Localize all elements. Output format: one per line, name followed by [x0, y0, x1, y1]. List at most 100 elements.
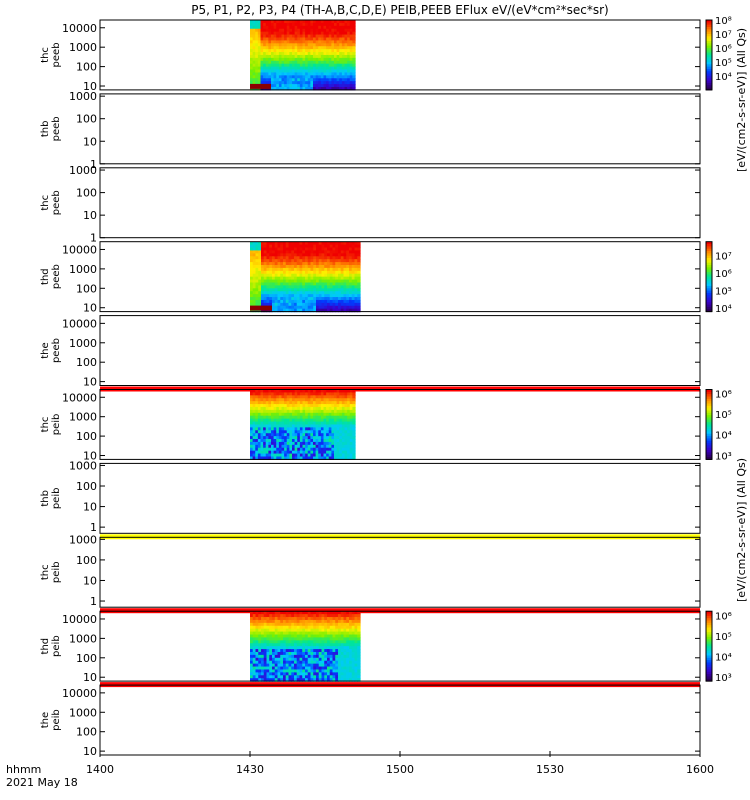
spectrogram-cell	[261, 663, 265, 668]
spectrogram-cell	[320, 418, 325, 423]
spectrogram-cell	[313, 433, 317, 437]
spectrogram-cell	[274, 241, 279, 246]
spectrogram-cell	[291, 611, 295, 615]
spectrogram-cell	[250, 669, 254, 673]
spectrogram-cell	[352, 28, 356, 33]
spectrogram-cell	[349, 84, 353, 88]
spectrogram-cell	[310, 392, 314, 396]
spectrogram-cell	[310, 622, 314, 627]
spectrogram-cell	[341, 398, 346, 402]
spectrogram-cell	[266, 247, 270, 252]
spectrogram-cell	[318, 637, 323, 641]
spectrogram-cell	[327, 253, 331, 257]
spectrogram-cell	[318, 395, 322, 399]
spectrogram-cell	[257, 412, 262, 417]
spectrogram-cell	[316, 611, 320, 615]
spectrogram-cell	[307, 241, 312, 246]
spectrogram-cell	[294, 389, 298, 394]
spectrogram-cell	[294, 28, 298, 33]
spectrogram-cell	[294, 262, 298, 266]
spectrogram-cell	[313, 663, 317, 668]
spectrogram-cell	[263, 54, 267, 59]
spectrogram-cell	[336, 34, 340, 39]
spectrogram-cell	[307, 259, 312, 263]
spectrogram-cell	[252, 392, 256, 396]
spectrogram-cell	[252, 651, 257, 656]
spectrogram-cell	[332, 675, 336, 679]
spectrogram-cell	[281, 398, 285, 402]
spectrogram-cell	[327, 241, 331, 246]
spectrogram-cell	[323, 37, 327, 41]
spectrogram-cell	[310, 84, 314, 88]
spectrogram-cell	[291, 267, 295, 272]
spectrogram-cell	[299, 37, 304, 41]
spectrogram-cell	[258, 279, 262, 284]
spectrogram-cell	[276, 66, 280, 71]
spectrogram-cell	[297, 453, 301, 458]
spectrogram-cell	[263, 611, 268, 615]
spectrogram-cell	[352, 84, 356, 88]
spectrogram-cell	[250, 54, 254, 59]
spectrogram-cell	[346, 250, 350, 254]
spectrogram-cell	[272, 637, 276, 641]
colorbar-segment	[706, 283, 712, 287]
spectrogram-cell	[273, 389, 277, 394]
spectrogram-cell	[305, 672, 309, 676]
spectrogram-cell	[265, 424, 269, 428]
spectrogram-cell	[296, 250, 301, 254]
spectrogram-cell	[349, 430, 353, 434]
spectrogram-cell	[305, 675, 309, 679]
spectrogram-cell	[296, 265, 301, 269]
spectrogram-cell	[252, 619, 257, 624]
spectrogram-cell	[343, 253, 347, 257]
spectrogram-cell	[305, 654, 309, 659]
spectrogram-cell	[340, 256, 345, 260]
spectrogram-cell	[274, 637, 279, 641]
spectrogram-cell	[250, 52, 254, 56]
spectrogram-cell	[307, 660, 312, 665]
spectrogram-cell	[315, 28, 319, 33]
spectrogram-cell	[276, 63, 280, 68]
low-energy-band	[250, 305, 272, 311]
spectrogram-cell	[326, 453, 330, 458]
spectrogram-cell	[299, 273, 303, 278]
spectrogram-cell	[288, 308, 292, 313]
spectrogram-cell	[291, 273, 295, 278]
spectrogram-cell	[331, 31, 335, 36]
spectrogram-cell	[258, 678, 262, 682]
spectrogram-cell	[331, 49, 335, 53]
spectrogram-cell	[334, 69, 338, 74]
spectrogram-cell	[310, 646, 314, 650]
spectrogram-cell	[313, 634, 317, 639]
spectrogram-cell	[250, 285, 254, 289]
spectrogram-cell	[326, 433, 330, 437]
spectrogram-cell	[305, 22, 309, 27]
spectrogram-cell	[288, 631, 292, 636]
spectrogram-cell	[338, 305, 342, 310]
spectrogram-cell	[277, 273, 281, 278]
spectrogram-cell	[294, 299, 298, 304]
spectrogram-cell	[281, 450, 285, 455]
bottom-band	[100, 386, 700, 392]
spectrogram-cell	[271, 409, 275, 414]
spectrogram-0	[250, 20, 356, 91]
spectrogram-cell	[299, 672, 303, 676]
spectrogram-cell	[305, 247, 309, 252]
spectrogram-cell	[292, 404, 296, 408]
spectrogram-cell	[307, 415, 311, 420]
spectrogram-cell	[318, 412, 322, 417]
spectrogram-cell	[313, 46, 317, 50]
colorbar-frame	[705, 610, 713, 682]
spectrogram-cell	[252, 81, 256, 85]
spectrogram-cell	[258, 241, 262, 246]
spectrogram-cell	[354, 270, 358, 275]
spectrogram-cell	[294, 31, 298, 36]
spectrogram-cell	[307, 389, 311, 394]
spectrogram-cell	[334, 433, 338, 437]
spectrogram-cell	[316, 614, 320, 618]
spectrogram-cell	[321, 631, 325, 636]
spectrogram-cell	[250, 256, 254, 260]
spectrogram-cell	[326, 69, 330, 74]
spectrogram-cell	[285, 253, 290, 257]
spectrogram-cell	[289, 31, 293, 36]
